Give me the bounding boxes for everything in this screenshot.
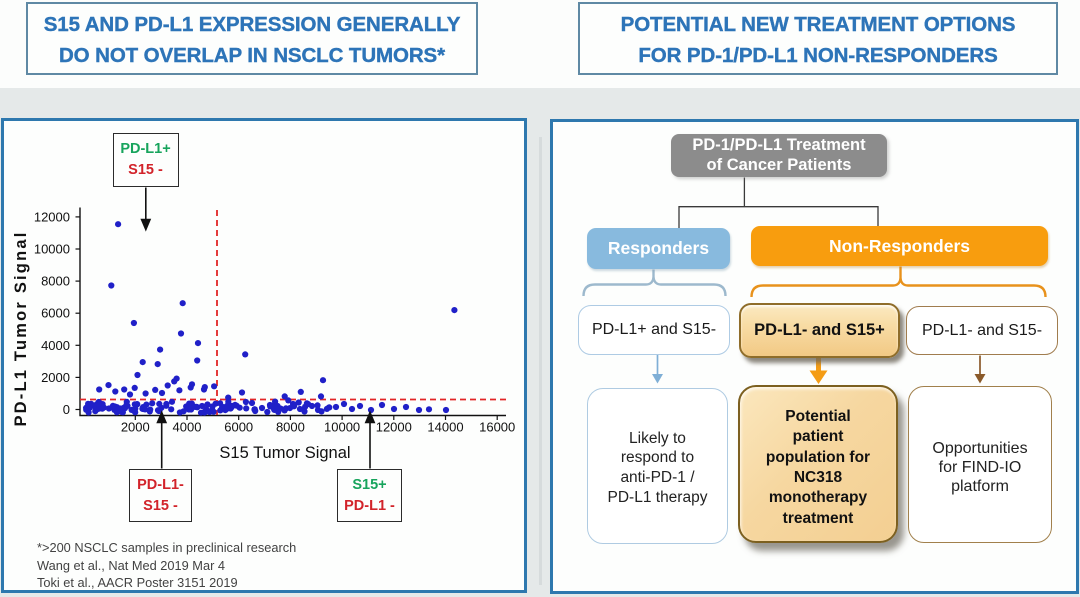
svg-text:6000: 6000 [41,306,70,321]
svg-text:14000: 14000 [427,420,463,435]
svg-text:16000: 16000 [479,420,515,435]
svg-text:2000: 2000 [121,420,150,435]
svg-text:12000: 12000 [376,420,412,435]
svg-text:4000: 4000 [41,338,70,353]
svg-text:12000: 12000 [34,209,70,224]
svg-text:0: 0 [63,402,70,417]
svg-text:4000: 4000 [173,420,202,435]
svg-text:6000: 6000 [224,420,253,435]
svg-text:10000: 10000 [324,420,360,435]
svg-text:10000: 10000 [34,242,70,257]
svg-text:2000: 2000 [41,370,70,385]
svg-text:8000: 8000 [276,420,305,435]
svg-text:8000: 8000 [41,274,70,289]
